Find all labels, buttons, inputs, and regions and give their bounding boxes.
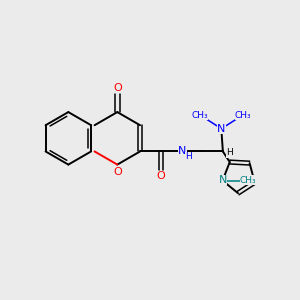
Text: O: O: [157, 171, 165, 181]
Text: O: O: [113, 82, 122, 93]
Text: H: H: [226, 148, 233, 158]
Text: N: N: [178, 146, 187, 156]
Text: CH₃: CH₃: [191, 111, 208, 120]
Text: O: O: [113, 167, 122, 177]
Text: CH₃: CH₃: [235, 111, 252, 120]
Text: N: N: [217, 124, 226, 134]
Text: H: H: [185, 152, 192, 161]
Text: CH₃: CH₃: [240, 176, 256, 184]
Text: N: N: [219, 175, 227, 185]
